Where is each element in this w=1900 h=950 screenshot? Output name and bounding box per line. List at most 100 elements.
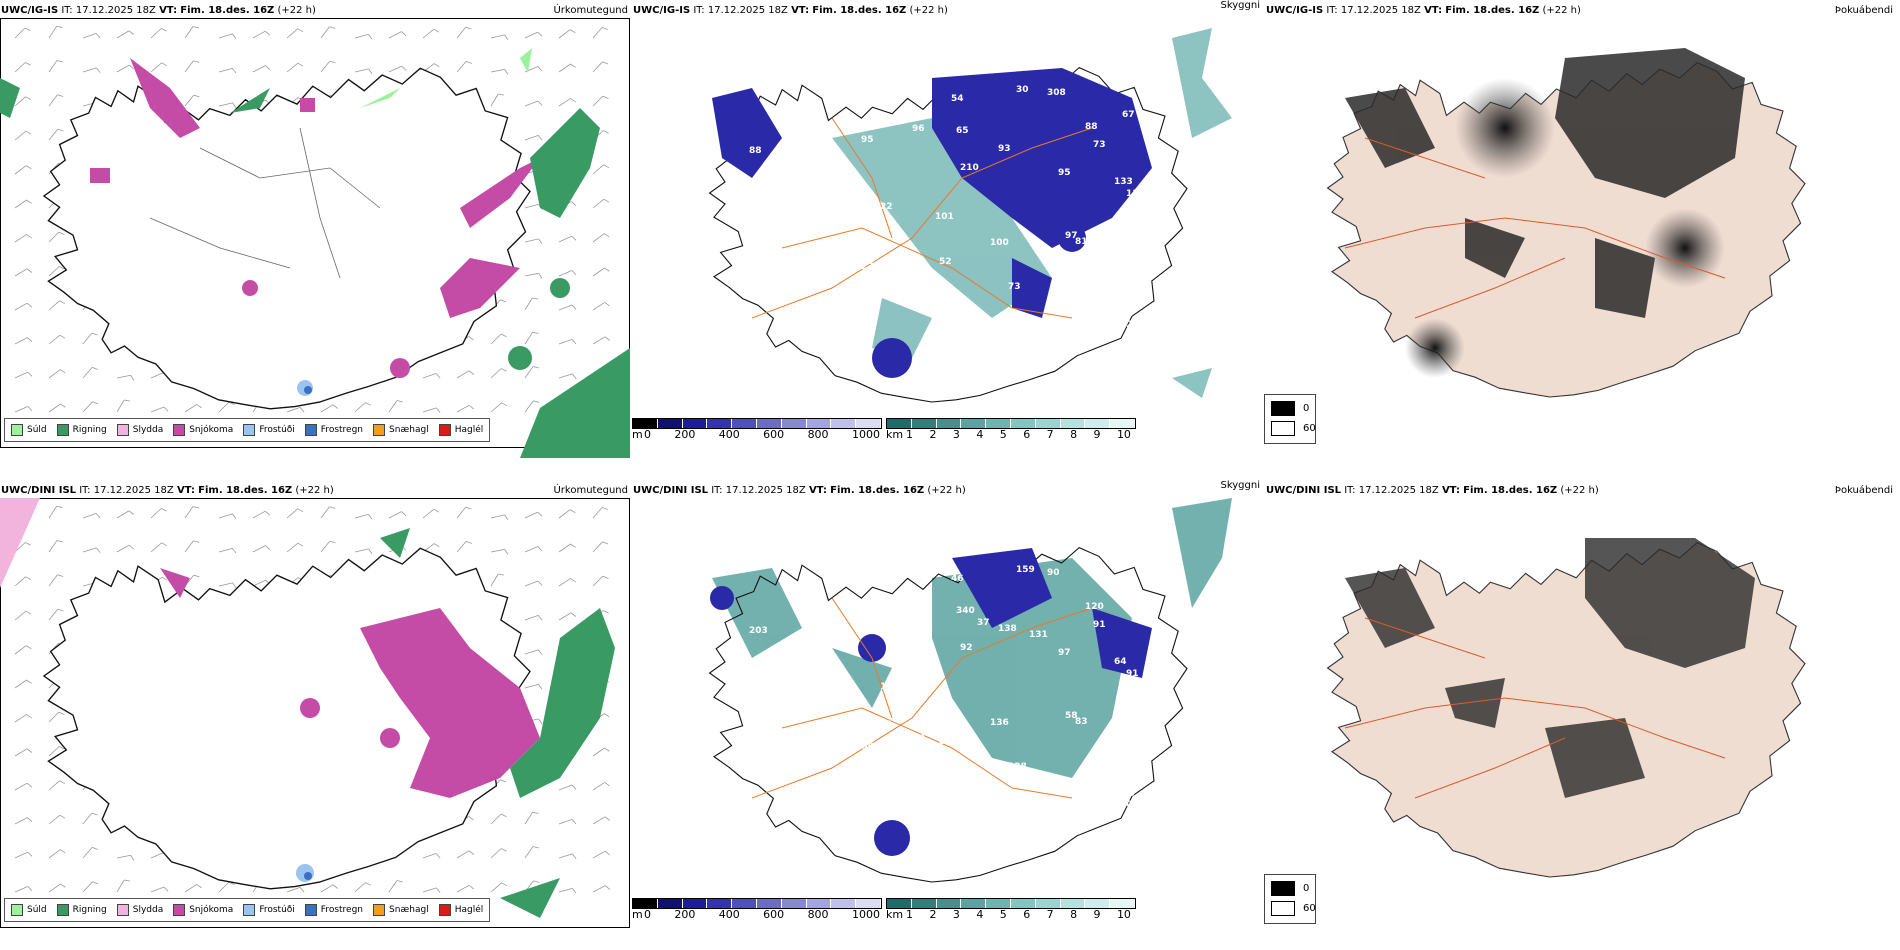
ceiling-value-label: 100	[990, 238, 1009, 248]
legend-item: Snjókoma	[173, 904, 233, 916]
ceiling-value-label: 116	[765, 743, 784, 753]
ceiling-value-label: 133	[1114, 177, 1133, 187]
ceiling-value-label: 83	[795, 245, 808, 255]
legend-item: Frostúði	[243, 904, 295, 916]
ceiling-ticks: 0 200 400 600 800 1000	[644, 908, 880, 921]
legend-swatch	[116, 904, 129, 916]
ceiling-value-label: 99	[818, 794, 831, 804]
ceiling-ticks: 0 200 400 600 800 1000	[644, 428, 880, 441]
ceiling-value-label: 308	[1047, 88, 1066, 98]
ceiling-labels: 95 133 93 114 22 58 36 30 87 88 77 81 95 127 100 101 114…	[732, 85, 1145, 330]
legend-swatch	[173, 424, 186, 436]
ceiling-value-label: 95	[861, 135, 874, 145]
visibility-ticks: 1 2 3 4 5 6 7 8 9 10	[906, 908, 1131, 921]
panel-product-label: Skyggni	[1220, 0, 1260, 11]
ceiling-value-label: 74	[790, 588, 803, 598]
ceiling-value-label: 114	[839, 222, 858, 232]
ceiling-value-label: 143	[1100, 744, 1119, 754]
ceiling-value-label: 99	[990, 318, 1003, 328]
ceiling-value-label: 34	[906, 254, 919, 264]
fog-swatch-0	[1271, 401, 1295, 416]
ceiling-value-label: 78	[795, 302, 808, 312]
ceiling-value-label: 114	[1126, 189, 1145, 199]
ceiling-value-label: 136	[990, 718, 1009, 728]
panel-product-label: Úrkomutegund	[553, 5, 628, 16]
ceiling-value-label: 108	[906, 734, 925, 744]
fog-legend: 0 60	[1264, 394, 1316, 444]
ceiling-value-label: 87	[1100, 264, 1113, 274]
snow-areas	[90, 58, 540, 378]
fog-swatch-0	[1271, 881, 1295, 896]
ceiling-value-label: 52	[939, 257, 952, 267]
legend-swatch	[373, 424, 386, 436]
legend-swatch	[438, 424, 451, 436]
precip-type-legend: Súld Rigning Slydda Snjókoma Frostúði Fr…	[4, 898, 491, 922]
precip-map	[0, 498, 615, 918]
fog-dark-areas	[1345, 48, 1745, 318]
ceiling-value-label: 85	[939, 737, 952, 747]
ceiling-value-label: 122	[1126, 685, 1145, 695]
legend-swatch	[116, 424, 129, 436]
legend-item: Slydda	[116, 904, 163, 916]
panel-title: UWC/IG-IS IT: 17.12.2025 18Z VT: Fim. 18…	[1, 5, 316, 16]
ceiling-value-label: 138	[733, 668, 752, 678]
fog-index-panel-igis: UWC/IG-IS IT: 17.12.2025 18Z VT: Fim. 18…	[1265, 0, 1895, 465]
ceiling-value-label: 46	[951, 574, 964, 584]
panel-title: UWC/IG-IS IT: 17.12.2025 18Z VT: Fim. 18…	[1266, 5, 1581, 16]
ceiling-colorbar	[632, 418, 882, 429]
legend-item: Frostregn	[304, 424, 363, 436]
ceiling-value-label: 131	[1029, 630, 1048, 640]
map-frame	[0, 498, 630, 928]
roads	[149, 127, 381, 279]
ceiling-value-label: 282	[821, 641, 840, 651]
legend-item: Súld	[11, 904, 47, 916]
legend-swatch	[243, 424, 256, 436]
ceiling-value-label: 62	[1101, 288, 1114, 298]
ceiling-value-label: 87	[861, 615, 874, 625]
ceiling-value-label: 115	[1126, 205, 1145, 215]
ceiling-value-label: 92	[1120, 320, 1133, 330]
ceiling-value-label: 151	[1121, 741, 1140, 751]
ceiling-value-label: 99	[935, 692, 948, 702]
fog-legend: 0 60	[1264, 874, 1316, 924]
ceiling-value-label: 81	[1075, 237, 1088, 247]
visibility-map: 87 64 138 91 109 151 111 159 143 120 282 83 97 105 116…	[709, 498, 1232, 883]
ceiling-value-label: 207	[750, 318, 769, 328]
ceiling-value-label: 54	[951, 94, 964, 104]
ceiling-value-label: 109	[880, 682, 899, 692]
panel-title: UWC/DINI ISL IT: 17.12.2025 18Z VT: Fim.…	[633, 485, 966, 496]
legend-swatch	[243, 904, 256, 916]
drizzle-areas	[360, 48, 532, 108]
ceiling-value-label: 36	[874, 240, 887, 250]
ceiling-value-label: 59	[800, 663, 813, 673]
ceiling-value-label: 91	[1093, 620, 1106, 630]
visibility-map: 95 133 93 114 22 58 36 30 87 88 77 81 95 127 100 101 114…	[709, 28, 1232, 403]
ceiling-colorbar	[632, 898, 882, 909]
ceiling-value-label: 88	[1085, 122, 1098, 132]
ceiling-value-label: 121	[839, 702, 858, 712]
precip-type-legend: Súld Rigning Slydda Snjókoma Frostúði Fr…	[4, 418, 491, 442]
roads	[751, 117, 1093, 319]
roads	[1344, 137, 1726, 319]
ceiling-value-label: 93	[998, 144, 1011, 154]
ceiling-value-label: 22	[880, 202, 893, 212]
legend-swatch	[173, 904, 186, 916]
ceiling-unit: m	[632, 428, 643, 441]
panel-product-label: Þokuábendi	[1834, 485, 1893, 496]
fog-swatch-60	[1271, 901, 1295, 916]
ceiling-value-label: 77	[821, 161, 834, 171]
legend-item: Frostregn	[304, 904, 363, 916]
ceiling-value-label: 88	[732, 656, 745, 666]
ceiling-value-label: 222	[912, 604, 931, 614]
legend-item: Snæhagl	[373, 904, 429, 916]
precip-type-panel-igis: UWC/IG-IS IT: 17.12.2025 18Z VT: Fim. 18…	[0, 0, 630, 465]
ceiling-value-label: 316	[854, 567, 873, 577]
ceiling-value-label: 58	[1065, 711, 1078, 721]
legend-item: Snæhagl	[373, 424, 429, 436]
rain-areas	[380, 528, 615, 918]
snow-areas	[160, 568, 540, 798]
ceiling-value-label: 70	[1116, 309, 1129, 319]
ceiling-value-label: 126	[854, 87, 873, 97]
ceiling-value-label: 37	[977, 618, 990, 628]
legend-swatch	[304, 904, 317, 916]
